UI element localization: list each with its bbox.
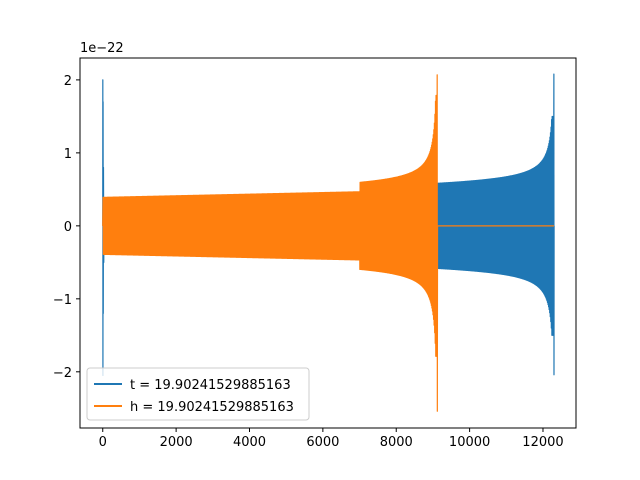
x-tick-label: 6000 <box>306 435 339 450</box>
y-scale-factor: 1e−22 <box>80 41 124 56</box>
x-tick-label: 10000 <box>449 435 490 450</box>
y-tick-label: 1 <box>64 147 72 162</box>
legend-label-h: h = 19.90241529885163 <box>130 400 294 415</box>
y-axis: −2 −1 0 1 2 <box>53 74 80 381</box>
legend: t = 19.90241529885163 h = 19.90241529885… <box>86 367 310 421</box>
y-tick-label: 0 <box>64 220 72 235</box>
x-tick-label: 12000 <box>522 435 563 450</box>
series-h-line <box>102 74 554 412</box>
y-tick-label: −1 <box>53 293 72 308</box>
y-tick-label: 2 <box>64 74 72 89</box>
x-tick-label: 8000 <box>380 435 413 450</box>
x-axis: 0 2000 4000 6000 8000 10000 12000 <box>99 428 564 450</box>
plot-area <box>102 73 555 412</box>
axes-frame <box>79 57 577 429</box>
x-tick-label: 2000 <box>160 435 193 450</box>
legend-label-t: t = 19.90241529885163 <box>130 378 291 393</box>
y-tick-label: −2 <box>53 366 72 381</box>
x-tick-label: 4000 <box>233 435 266 450</box>
legend-box <box>86 367 310 421</box>
x-tick-label: 0 <box>99 435 107 450</box>
